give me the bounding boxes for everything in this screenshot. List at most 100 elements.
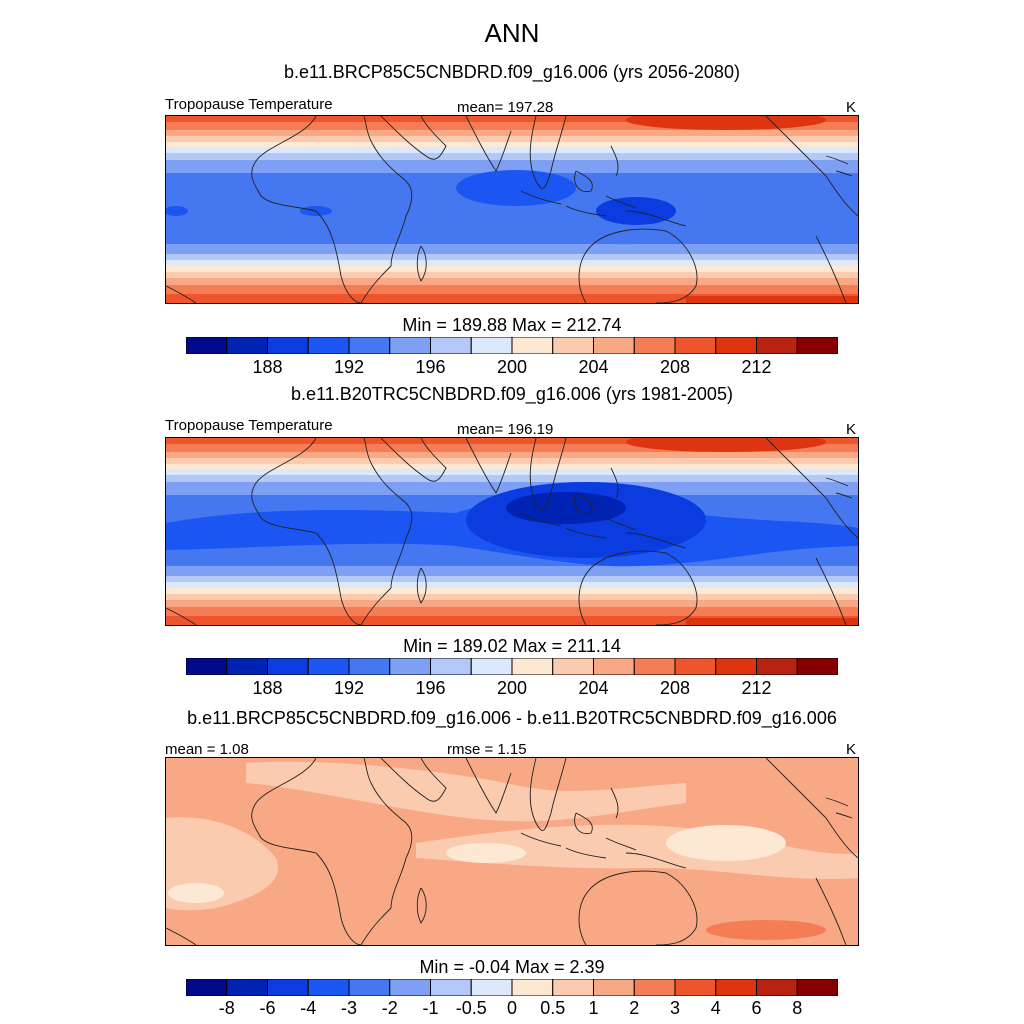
colorbar-tick-label: 196 — [415, 678, 446, 698]
panel1-minmax: Min = 189.88 Max = 212.74 — [402, 315, 622, 335]
colorbar-swatch — [389, 658, 431, 675]
colorbar-swatch — [470, 337, 513, 354]
colorbar-swatch — [593, 658, 635, 675]
colorbar-tick-label: 212 — [741, 357, 772, 377]
colorbar-swatch — [674, 658, 717, 675]
colorbar-tick-label: 200 — [496, 678, 528, 698]
colorbar-swatch — [756, 337, 798, 354]
panel3-rmse-label: rmse = 1.15 — [447, 741, 527, 758]
panel2-mean-label: mean= 196.19 — [457, 421, 554, 438]
colorbar-swatch — [226, 658, 268, 675]
colorbar-swatch — [796, 337, 838, 354]
colorbar-swatch — [511, 337, 554, 354]
colorbar-tick-label: 188 — [252, 678, 283, 698]
colorbar-swatch — [633, 337, 676, 354]
colorbar-swatch — [633, 979, 676, 996]
colorbar-tick-label: 208 — [659, 357, 691, 377]
panel2-colorbar-ticks: 188 192 196 200 204 208 212 — [186, 678, 838, 700]
colorbar-swatch — [307, 337, 350, 354]
colorbar-swatch — [756, 979, 798, 996]
colorbar-tick-label: -0.5 — [455, 998, 487, 1018]
colorbar-tick-label: 2 — [629, 998, 640, 1018]
colorbar-swatch — [186, 979, 228, 996]
colorbar-swatch — [552, 658, 594, 675]
panel2-variable-label: Tropopause Temperature — [165, 417, 333, 434]
colorbar-swatch — [633, 658, 676, 675]
panel3-subtitle: b.e11.BRCP85C5CNBDRD.f09_g16.006 - b.e11… — [187, 708, 837, 728]
colorbar-swatch — [430, 337, 472, 354]
colorbar-swatch — [715, 658, 757, 675]
colorbar-swatch — [348, 979, 391, 996]
colorbar-swatch — [796, 658, 838, 675]
colorbar-tick-label: 6 — [751, 998, 762, 1018]
colorbar-swatch — [470, 658, 513, 675]
panel3-minmax: Min = -0.04 Max = 2.39 — [419, 957, 605, 977]
colorbar-tick-label: 188 — [252, 357, 283, 377]
panel1-units-label: K — [846, 99, 857, 116]
colorbar-tick-label: 3 — [669, 998, 681, 1018]
colorbar-tick-label: 212 — [741, 678, 772, 698]
colorbar-tick-label: -1 — [422, 998, 439, 1018]
colorbar-tick-label: 208 — [659, 678, 691, 698]
colorbar-swatch — [307, 979, 350, 996]
colorbar-tick-label: 196 — [415, 357, 446, 377]
colorbar-swatch — [470, 979, 513, 996]
colorbar-tick-label: 4 — [710, 998, 721, 1018]
panel1-variable-label: Tropopause Temperature — [165, 96, 333, 113]
colorbar-swatch — [389, 337, 431, 354]
colorbar-tick-label: 192 — [333, 678, 365, 698]
colorbar-swatch — [348, 337, 391, 354]
colorbar-swatch — [715, 979, 757, 996]
colorbar-tick-label: 0 — [506, 998, 518, 1018]
colorbar-swatch — [389, 979, 431, 996]
colorbar-swatch — [674, 979, 717, 996]
panel3-units-label: K — [846, 741, 857, 758]
colorbar-swatch — [186, 658, 228, 675]
colorbar-swatch — [593, 337, 635, 354]
panel3-colorbar-ticks: -8 -6 -4 -3 -2 -1 -0.5 0 0.5 1 2 3 4 6 8 — [186, 998, 838, 1020]
colorbar-tick-label: -8 — [218, 998, 235, 1018]
colorbar-swatch — [552, 337, 594, 354]
panel3-colorbar — [186, 979, 838, 996]
panel1-mean-label: mean= 197.28 — [457, 99, 554, 116]
panel1-map — [165, 115, 859, 304]
colorbar-tick-label: -3 — [340, 998, 358, 1018]
colorbar-swatch — [267, 979, 309, 996]
colorbar-tick-label: -6 — [259, 998, 276, 1018]
panel2-subtitle: b.e11.B20TRC5CNBDRD.f09_g16.006 (yrs 198… — [291, 384, 733, 404]
colorbar-tick-label: -2 — [381, 998, 398, 1018]
colorbar-tick-label: 0.5 — [540, 998, 566, 1018]
panel2-minmax: Min = 189.02 Max = 211.14 — [403, 636, 621, 656]
colorbar-swatch — [552, 979, 594, 996]
page-title: ANN — [484, 18, 540, 48]
colorbar-swatch — [674, 337, 717, 354]
panel1-colorbar — [186, 337, 838, 354]
colorbar-swatch — [511, 979, 554, 996]
colorbar-swatch — [715, 337, 757, 354]
panel2-colorbar — [186, 658, 838, 675]
colorbar-swatch — [430, 979, 472, 996]
colorbar-swatch — [796, 979, 838, 996]
colorbar-tick-label: 200 — [496, 357, 528, 377]
panel1-colorbar-ticks: 188 192 196 200 204 208 212 — [186, 357, 838, 379]
colorbar-swatch — [348, 658, 391, 675]
colorbar-tick-label: 204 — [578, 678, 609, 698]
colorbar-swatch — [267, 337, 309, 354]
colorbar-swatch — [186, 337, 228, 354]
colorbar-swatch — [593, 979, 635, 996]
colorbar-swatch — [430, 658, 472, 675]
colorbar-tick-label: 1 — [588, 998, 599, 1018]
panel2-units-label: K — [846, 421, 857, 438]
colorbar-swatch — [226, 337, 268, 354]
panel3-mean-label: mean = 1.08 — [165, 741, 249, 758]
colorbar-swatch — [511, 658, 554, 675]
colorbar-swatch — [307, 658, 350, 675]
colorbar-swatch — [226, 979, 268, 996]
colorbar-tick-label: 192 — [333, 357, 365, 377]
panel3-map — [165, 757, 859, 946]
colorbar-swatch — [756, 658, 798, 675]
colorbar-swatch — [267, 658, 309, 675]
colorbar-tick-label: 8 — [792, 998, 803, 1018]
panel1-subtitle: b.e11.BRCP85C5CNBDRD.f09_g16.006 (yrs 20… — [284, 62, 740, 82]
colorbar-tick-label: -4 — [300, 998, 317, 1018]
